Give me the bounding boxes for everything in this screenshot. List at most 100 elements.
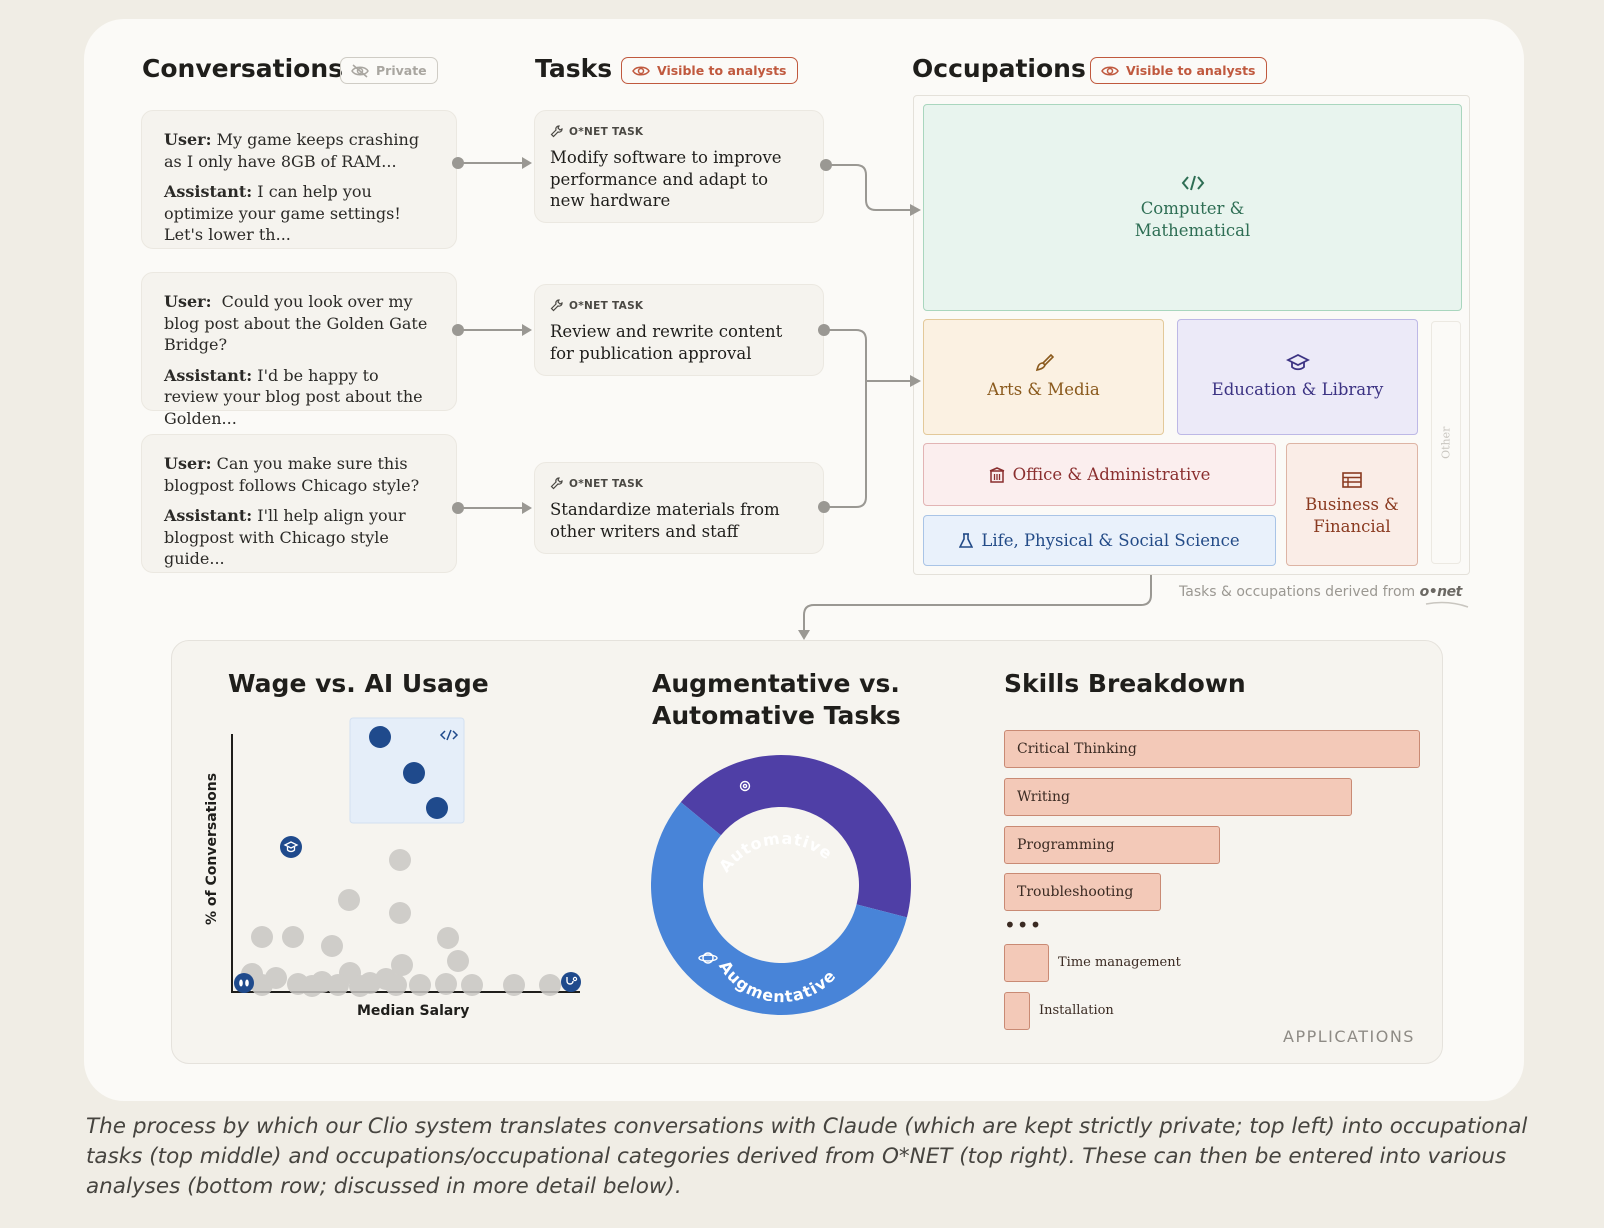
skill-bar-time-management bbox=[1004, 944, 1049, 982]
user-text: My game keeps crashing as I only have 8G… bbox=[164, 130, 420, 171]
task-tag-label: O*NET TASK bbox=[569, 125, 644, 138]
occupation-label: Arts & Media bbox=[987, 380, 1100, 400]
scatter-point bbox=[385, 974, 407, 996]
connector-line bbox=[803, 575, 1152, 632]
assistant-label: Assistant: bbox=[164, 182, 253, 201]
private-badge-label: Private bbox=[376, 63, 427, 78]
skill-label-installation: Installation bbox=[1039, 1003, 1114, 1018]
onet-logo: o•net bbox=[1419, 584, 1463, 600]
wrench-icon bbox=[550, 299, 563, 312]
applications-label: APPLICATIONS bbox=[1283, 1027, 1415, 1046]
onet-note: Tasks & occupations derived from o•net bbox=[1179, 584, 1462, 600]
occupation-education-library: Education & Library bbox=[1177, 319, 1418, 435]
occupation-label: Life, Physical & Social Science bbox=[981, 530, 1240, 550]
task-text: Modify software to improve performance a… bbox=[550, 148, 782, 210]
building-icon bbox=[989, 466, 1004, 483]
scatter-highlight-points bbox=[369, 726, 448, 819]
donut-chart-title-line-2: Automative Tasks bbox=[652, 701, 901, 730]
task-tag: O*NET TASK bbox=[550, 477, 807, 490]
connector-dot bbox=[452, 502, 464, 514]
task-card-2: O*NET TASK Review and rewrite content fo… bbox=[534, 284, 824, 376]
conversation-card-3: User: Can you make sure this blogpost fo… bbox=[141, 434, 457, 573]
scatter-point bbox=[338, 889, 360, 911]
task-card-3: O*NET TASK Standardize materials from ot… bbox=[534, 462, 824, 554]
scatter-point-highlight bbox=[426, 797, 448, 819]
graduation-cap-icon bbox=[1285, 354, 1310, 371]
conversation-card-1: User: My game keeps crashing as I only h… bbox=[141, 110, 457, 249]
wrench-icon bbox=[550, 125, 563, 138]
scatter-point bbox=[389, 849, 411, 871]
arrowhead bbox=[798, 630, 810, 640]
task-tag: O*NET TASK bbox=[550, 299, 807, 312]
wage-chart-title: Wage vs. AI Usage bbox=[228, 669, 489, 698]
scatter-point bbox=[503, 974, 525, 996]
skill-label: Troubleshooting bbox=[1017, 884, 1134, 900]
skill-label-time-management: Time management bbox=[1058, 955, 1181, 970]
occupation-other: Other bbox=[1431, 321, 1461, 564]
scatter-point bbox=[409, 974, 431, 996]
assistant-text: I can help you optimize your game settin… bbox=[164, 182, 401, 244]
assistant-message: Assistant: I can help you optimize your … bbox=[164, 181, 436, 246]
paintbrush-icon bbox=[1035, 354, 1054, 372]
user-text: Can you make sure this blogpost follows … bbox=[164, 454, 420, 495]
donut-slice-augmentative bbox=[650, 802, 907, 1015]
assistant-message: Assistant: I'll help align your blogpost… bbox=[164, 505, 436, 570]
assistant-label: Assistant: bbox=[164, 365, 253, 385]
code-icon bbox=[439, 729, 459, 741]
occupations-visible-label: Visible to analysts bbox=[1126, 63, 1256, 78]
scatter-point bbox=[437, 927, 459, 949]
scatter-point bbox=[435, 973, 457, 995]
eye-off-icon bbox=[351, 63, 369, 78]
skill-bar-troubleshooting: Troubleshooting bbox=[1004, 873, 1161, 911]
conversations-heading: Conversations bbox=[142, 54, 344, 83]
skill-label: Writing bbox=[1017, 789, 1071, 805]
stethoscope-icon bbox=[561, 972, 581, 992]
scatter-point bbox=[389, 902, 411, 924]
user-text: Could you look over my blog post about t… bbox=[164, 292, 428, 354]
scatter-point bbox=[321, 935, 343, 957]
task-tag-label: O*NET TASK bbox=[569, 299, 644, 312]
task-text: Standardize materials from other writers… bbox=[550, 500, 780, 541]
connector-dot bbox=[820, 159, 832, 171]
occupation-label: Business & Financial bbox=[1305, 495, 1399, 536]
assistant-text: I'll help align your blogpost with Chica… bbox=[164, 506, 406, 568]
user-message: User: Could you look over my blog post a… bbox=[164, 291, 436, 356]
scatter-gray-points bbox=[241, 849, 561, 997]
skills-ellipsis: ••• bbox=[1004, 913, 1043, 937]
task-tag-label: O*NET TASK bbox=[569, 477, 644, 490]
scatter-point bbox=[301, 975, 323, 997]
donut-label-automative: Automative bbox=[715, 829, 836, 876]
skill-label: Critical Thinking bbox=[1017, 741, 1137, 757]
scatter-point bbox=[391, 954, 413, 976]
occupations-visible-badge: Visible to analysts bbox=[1090, 57, 1267, 84]
wage-x-axis-label: Median Salary bbox=[357, 1003, 470, 1019]
onet-logo-swoosh bbox=[1425, 601, 1469, 608]
occupation-business-financial: Business & Financial bbox=[1286, 443, 1418, 566]
scatter-point bbox=[349, 975, 371, 997]
graduation-cap-icon bbox=[280, 836, 302, 858]
tasks-visible-badge: Visible to analysts bbox=[621, 57, 798, 84]
connector-dot bbox=[452, 324, 464, 336]
ledger-icon bbox=[1342, 472, 1362, 488]
planet-icon bbox=[698, 952, 718, 964]
connector-dot bbox=[818, 501, 830, 513]
occupation-label: Computer & Mathematical bbox=[1134, 199, 1251, 240]
flask-icon bbox=[959, 532, 974, 548]
donut-slice-automative bbox=[680, 755, 911, 918]
conversation-card-2: User: Could you look over my blog post a… bbox=[141, 272, 457, 428]
user-label: User: bbox=[164, 292, 212, 311]
task-text: Review and rewrite content for publicati… bbox=[550, 322, 783, 363]
skill-label: Programming bbox=[1017, 837, 1115, 853]
scatter-point bbox=[327, 974, 349, 996]
gear-icon bbox=[739, 780, 751, 792]
private-badge: Private bbox=[340, 57, 438, 84]
tasks-visible-label: Visible to analysts bbox=[657, 63, 787, 78]
connector-dot bbox=[452, 157, 464, 169]
scatter-point-highlight bbox=[403, 762, 425, 784]
scatter-point bbox=[539, 974, 561, 996]
onet-note-text: Tasks & occupations derived from bbox=[1179, 584, 1416, 600]
scatter-point bbox=[251, 974, 273, 996]
assistant-text: I'd be happy to review your blog post ab… bbox=[164, 365, 423, 428]
